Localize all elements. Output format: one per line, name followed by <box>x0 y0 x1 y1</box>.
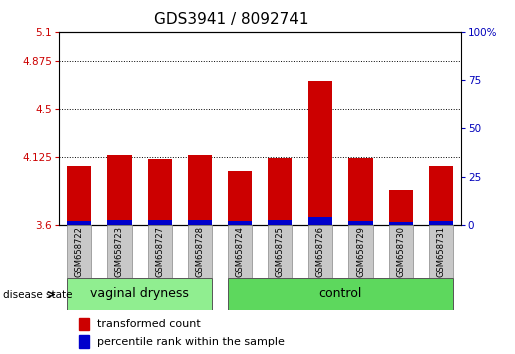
Bar <box>389 225 413 278</box>
Text: GSM658727: GSM658727 <box>155 226 164 277</box>
Bar <box>228 221 252 225</box>
Text: GSM658728: GSM658728 <box>195 226 204 277</box>
Text: GSM658724: GSM658724 <box>235 226 245 277</box>
Bar <box>308 217 332 225</box>
Bar <box>67 225 91 278</box>
Bar <box>228 225 252 278</box>
Bar <box>308 81 332 225</box>
Bar <box>349 225 372 278</box>
Bar <box>79 335 90 348</box>
Text: disease state: disease state <box>3 290 72 299</box>
Bar <box>308 225 332 278</box>
Bar <box>188 225 212 278</box>
Bar <box>268 225 292 278</box>
Bar <box>188 219 212 225</box>
Bar <box>389 190 413 225</box>
Text: percentile rank within the sample: percentile rank within the sample <box>97 337 285 347</box>
Text: GSM658729: GSM658729 <box>356 226 365 277</box>
Bar <box>188 155 212 225</box>
Text: GSM658722: GSM658722 <box>75 226 84 277</box>
Text: GSM658731: GSM658731 <box>436 226 445 277</box>
Bar <box>389 222 413 225</box>
Bar <box>67 166 91 225</box>
Bar <box>228 278 453 310</box>
Bar <box>67 278 212 310</box>
Bar <box>429 166 453 225</box>
Bar <box>429 225 453 278</box>
Bar <box>67 221 91 225</box>
Bar <box>79 318 90 330</box>
Bar <box>108 225 131 278</box>
Bar <box>349 158 372 225</box>
Bar <box>148 219 171 225</box>
Text: transformed count: transformed count <box>97 319 201 329</box>
Bar <box>268 219 292 225</box>
Bar <box>148 225 171 278</box>
Text: vaginal dryness: vaginal dryness <box>90 287 189 300</box>
Bar <box>429 221 453 225</box>
Text: GSM658726: GSM658726 <box>316 226 325 277</box>
Text: GSM658725: GSM658725 <box>276 226 285 277</box>
Bar <box>228 171 252 225</box>
Text: control: control <box>319 287 362 300</box>
Text: GSM658730: GSM658730 <box>396 226 405 277</box>
Bar <box>108 155 131 225</box>
Bar <box>268 158 292 225</box>
Bar <box>148 159 171 225</box>
Text: GSM658723: GSM658723 <box>115 226 124 277</box>
Text: GDS3941 / 8092741: GDS3941 / 8092741 <box>154 12 309 27</box>
Bar <box>108 219 131 225</box>
Bar <box>349 221 372 225</box>
